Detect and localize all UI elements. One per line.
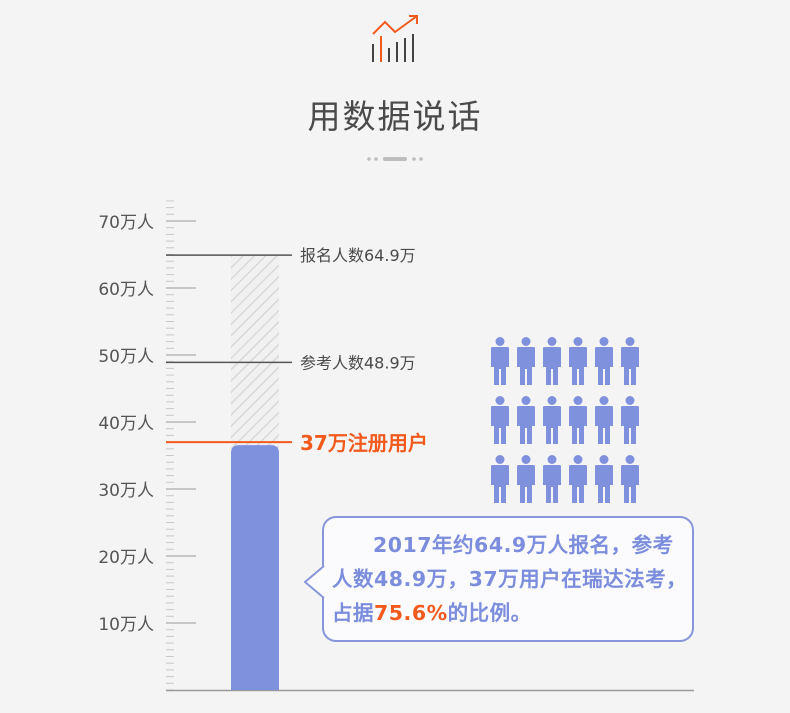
y-tick-label: 70万人 [98,213,154,233]
marker-label: 37万注册用户 [300,431,428,455]
summary-text-before: 2017年约64.9万人报名，参考人数48.9万，37万用户在瑞达法考，占据 [332,533,688,625]
y-tick-label: 50万人 [98,347,154,367]
page-title: 用数据说话 [307,97,483,136]
person-icon [621,455,639,503]
person-icon [621,337,639,385]
registered-users-bar [231,445,279,690]
person-icon [543,396,561,444]
person-icon [569,396,587,444]
person-icon [569,455,587,503]
summary-highlight: 75.6% [374,601,448,625]
person-icon [569,337,587,385]
y-tick-label: 40万人 [98,414,154,434]
marker-label: 参考人数48.9万 [300,353,416,372]
person-icon [491,337,509,385]
person-icon [517,455,535,503]
person-icon [517,337,535,385]
person-icon [621,396,639,444]
person-icon [517,396,535,444]
person-icon [491,396,509,444]
summary-bubble [322,516,694,642]
y-tick-label: 10万人 [98,615,154,635]
marker-label: 报名人数64.9万 [300,246,416,265]
person-icon [543,455,561,503]
person-icon [543,337,561,385]
y-tick-label: 30万人 [98,481,154,501]
person-icon [595,337,613,385]
person-icon [595,455,613,503]
title-divider [367,157,423,161]
summary-text: 2017年约64.9万人报名，参考人数48.9万，37万用户在瑞达法考，占据75… [332,528,688,630]
trend-chart-icon [372,15,418,62]
person-icon [595,396,613,444]
person-icon [491,455,509,503]
y-tick-label: 20万人 [98,548,154,568]
bubble-tail [304,565,326,599]
y-tick-label: 60万人 [98,280,154,300]
summary-text-after: 的比例。 [447,601,532,625]
